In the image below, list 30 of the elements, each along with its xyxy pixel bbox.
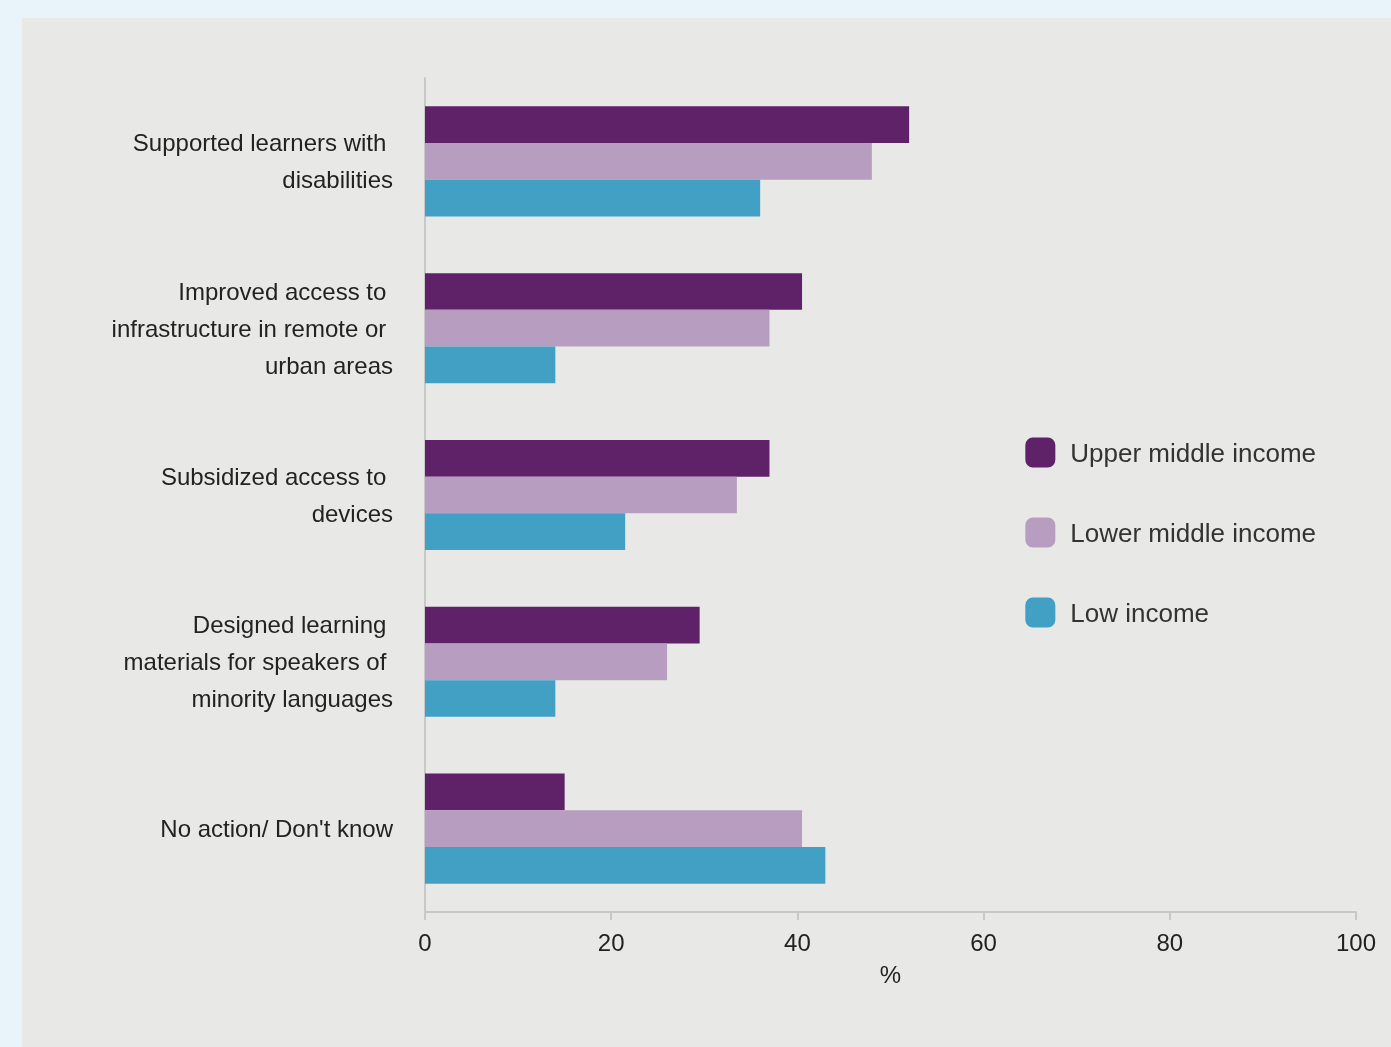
bar (425, 643, 668, 681)
y-tick-label: Improved access to infrastructure in remote or urban areas (111, 277, 393, 379)
bar (425, 606, 700, 644)
legend-label: Upper middle income (1070, 437, 1316, 468)
bar (425, 846, 826, 884)
bar (425, 680, 556, 717)
y-tick-label: Subsidized access to devices (160, 463, 393, 527)
x-tick-label: 60 (970, 928, 997, 956)
bar (425, 439, 770, 477)
x-tick-label: 0 (418, 928, 432, 956)
x-tick-label: 40 (784, 928, 811, 956)
x-tick-label: 20 (597, 928, 625, 956)
bar (425, 773, 565, 811)
y-tick-label: Designed learning materials for speakers of minority languages (123, 611, 393, 713)
bar (425, 309, 770, 347)
bar (425, 476, 737, 514)
bar (425, 346, 556, 384)
bar (425, 106, 910, 144)
bar (425, 513, 626, 551)
bar (425, 179, 761, 217)
x-tick-label: 80 (1156, 928, 1184, 956)
legend-label: Lower middle income (1070, 517, 1316, 548)
bar (425, 143, 872, 180)
bar (425, 810, 803, 847)
legend-label: Low income (1070, 597, 1210, 628)
y-tick-label: No action/ Don't know (160, 815, 394, 843)
x-tick-label: 100 (1335, 928, 1377, 956)
y-tick-label: Supported learners with disabilities (132, 129, 393, 194)
bar (425, 273, 803, 310)
x-axis-title: % (879, 960, 902, 988)
